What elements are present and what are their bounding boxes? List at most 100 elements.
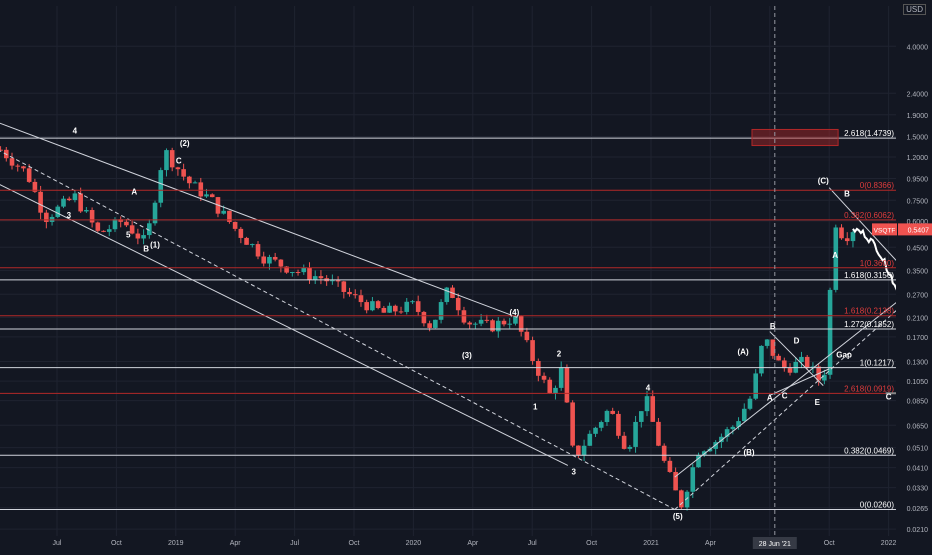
fib-level-label: 0(0.0260) xyxy=(860,501,895,510)
candle-body xyxy=(787,368,793,373)
candle-body xyxy=(822,374,827,381)
candle-body xyxy=(341,281,347,292)
candle-body xyxy=(44,212,49,222)
wave-label: C xyxy=(176,156,182,165)
time-tick-label: Oct xyxy=(111,540,122,547)
candle-body xyxy=(598,422,604,428)
candle-body xyxy=(541,375,547,380)
candle-body xyxy=(358,295,364,303)
wave-label: (1) xyxy=(150,240,160,249)
price-tick-label: 0.2100 xyxy=(907,315,929,322)
wave-label: 3 xyxy=(572,468,577,477)
candle-body xyxy=(593,427,598,434)
fib-level-label: 1.272(0.1852) xyxy=(844,320,894,329)
candle-body xyxy=(438,302,444,320)
price-tick-label: 0.2700 xyxy=(907,292,929,299)
candle-body xyxy=(461,310,467,323)
candle-body xyxy=(312,276,318,280)
candle-body xyxy=(370,301,375,311)
candle-body xyxy=(650,396,656,422)
candle-body xyxy=(204,194,209,197)
price-tick-label: 1.2000 xyxy=(907,155,929,162)
wave-label: E xyxy=(815,398,821,407)
candle-body xyxy=(95,222,101,231)
fib-level-label: 2.618(1.4739) xyxy=(844,129,894,138)
candle-body xyxy=(32,181,38,192)
fib-level-label: 1.618(0.2138) xyxy=(844,307,894,316)
candle-body xyxy=(696,454,701,468)
candle-body xyxy=(158,170,164,203)
candle-body xyxy=(570,402,575,446)
candle-body xyxy=(427,323,432,328)
time-tick-label: Apr xyxy=(230,540,242,547)
trend-line xyxy=(769,331,824,386)
candle-body xyxy=(106,229,112,232)
candle-body xyxy=(604,410,610,423)
candle-body xyxy=(536,361,541,376)
candle-body xyxy=(21,166,26,169)
trend-line-dashed xyxy=(0,150,675,510)
candle-body xyxy=(553,387,558,394)
candle-body xyxy=(295,272,301,274)
wave-label: 4 xyxy=(73,127,78,136)
candle-body xyxy=(387,305,392,313)
candle-body xyxy=(713,442,718,449)
candle-body xyxy=(484,319,490,321)
candle-body xyxy=(530,340,535,362)
wave-label: A xyxy=(832,251,838,260)
candle-body xyxy=(490,320,495,332)
wave-label: 4 xyxy=(646,383,651,392)
candle-body xyxy=(724,429,730,437)
candle-body xyxy=(147,223,152,236)
wave-label: Gap xyxy=(836,350,852,359)
candle-body xyxy=(473,323,478,325)
candle-body xyxy=(564,367,570,403)
candle-body xyxy=(661,445,667,461)
date-marker-badge: 28 Jun '21 xyxy=(759,541,791,548)
candle-body xyxy=(261,256,267,264)
currency-badge[interactable]: USD xyxy=(903,4,926,15)
time-tick-label: 2020 xyxy=(406,540,422,547)
candle-body xyxy=(759,345,764,374)
candle-body xyxy=(118,219,124,222)
candle-body xyxy=(152,202,158,224)
candle-body xyxy=(433,319,438,328)
price-tick-label: 0.3500 xyxy=(907,268,929,275)
candle-body xyxy=(187,176,192,184)
symbol-badge-bg xyxy=(872,223,897,236)
price-badge-bg xyxy=(898,223,932,236)
candle-body xyxy=(707,448,713,452)
candle-body xyxy=(169,150,175,168)
candle-body xyxy=(249,244,255,246)
candle-body xyxy=(753,373,759,399)
candle-body xyxy=(364,302,369,311)
wave-label: B xyxy=(143,244,149,253)
candle-body xyxy=(741,408,747,422)
wave-label: D xyxy=(794,337,800,346)
candle-body xyxy=(267,256,272,264)
candle-body xyxy=(135,233,141,239)
candle-body xyxy=(244,237,249,245)
wave-label: (2) xyxy=(180,139,190,148)
candle-body xyxy=(393,305,398,312)
candle-body xyxy=(66,198,72,201)
time-tick-label: Jul xyxy=(528,540,537,547)
wave-label: (C) xyxy=(818,177,829,186)
candle-body xyxy=(421,311,427,324)
candle-body xyxy=(701,451,707,455)
candle-body xyxy=(518,316,524,332)
candle-body xyxy=(690,467,696,492)
candle-body xyxy=(621,435,627,449)
candle-body xyxy=(335,280,341,282)
candle-body xyxy=(673,471,678,491)
candle-body xyxy=(501,320,507,325)
candle-body xyxy=(330,280,335,282)
candle-body xyxy=(410,301,415,303)
candle-body xyxy=(736,421,741,427)
candle-body xyxy=(72,193,78,201)
candle-body xyxy=(198,182,204,197)
candle-body xyxy=(112,219,118,230)
